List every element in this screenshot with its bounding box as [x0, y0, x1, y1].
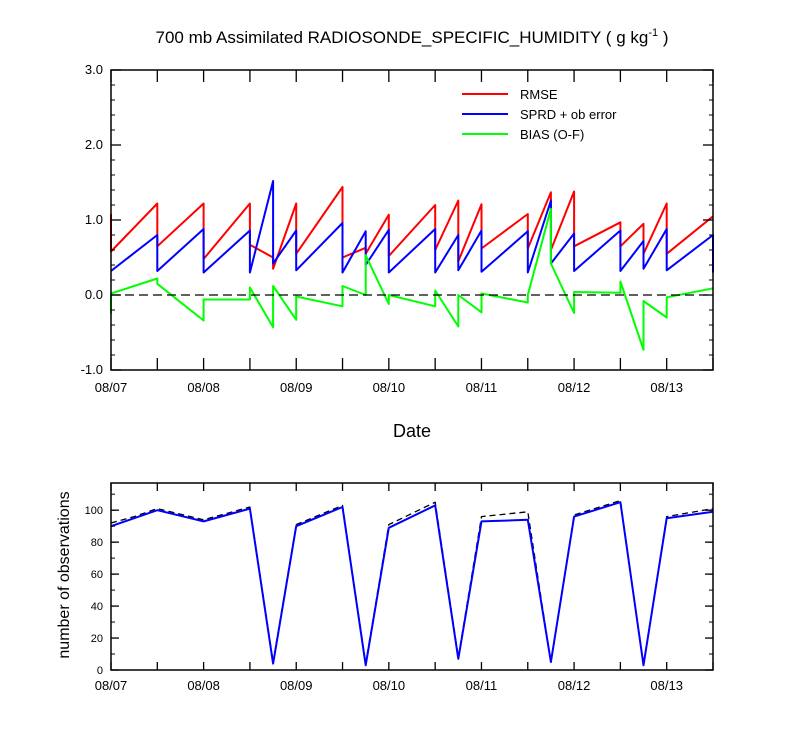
- bottom-y-tick-label: 60: [91, 569, 103, 581]
- bottom-y-axis-label: number of observations: [56, 491, 73, 658]
- bottom-series-possible-observations: [110, 499, 714, 666]
- top-plot-frame: [110, 69, 714, 371]
- top-x-tick-label: 08/09: [280, 380, 313, 395]
- bottom-series-assimilated-observations: [110, 501, 714, 667]
- bottom-x-tick-label: 08/07: [95, 678, 128, 693]
- bottom-x-tick-label: 08/08: [187, 678, 220, 693]
- top-x-axis-label: Date: [393, 421, 431, 441]
- legend-label-bias-o-f-: BIAS (O-F): [520, 127, 584, 142]
- top-x-tick-label: 08/07: [95, 380, 128, 395]
- legend-label-sprd-ob-error: SPRD + ob error: [520, 107, 617, 122]
- top-x-tick-label: 08/08: [187, 380, 220, 395]
- chart-title-main: 700 mb Assimilated RADIOSONDE_SPECIFIC_H…: [156, 28, 649, 47]
- top-y-tick-label: 3.0: [85, 62, 103, 77]
- chart-title-end: ): [658, 28, 668, 47]
- bottom-y-tick-label: 0: [97, 665, 103, 677]
- bottom-plot-frame: [110, 482, 714, 671]
- top-y-tick-label: 0.0: [85, 287, 103, 302]
- top-y-tick-label: 1.0: [85, 212, 103, 227]
- chart-title-superscript: -1: [648, 27, 658, 39]
- bottom-x-tick-label: 08/09: [280, 678, 313, 693]
- bottom-y-tick-label: 40: [91, 601, 103, 613]
- legend: RMSE SPRD + ob error BIAS (O-F): [462, 87, 617, 142]
- bottom-x-tick-label: 08/12: [558, 678, 591, 693]
- top-y-tick-label: -1.0: [81, 362, 103, 377]
- top-series-sprd-ob-error: [110, 180, 714, 274]
- bottom-panel: 0 20 40 60 80 100 08/07 08/08 08/09 08/10 08/11 08/…: [85, 482, 714, 693]
- bottom-x-tick-label: 08/11: [466, 678, 498, 693]
- bottom-x-tick-label: 08/10: [373, 678, 406, 693]
- top-series-bias-o-f-: [110, 207, 714, 351]
- top-panel: -1.0 0.0 1.0 2.0 3.0 08/07 08/08 08/09 08/10 08/1…: [81, 62, 714, 395]
- bottom-y-tick-label: 100: [85, 505, 103, 517]
- top-y-tick-label: 2.0: [85, 137, 103, 152]
- legend-label-rmse: RMSE: [520, 87, 558, 102]
- chart-title: 700 mb Assimilated RADIOSONDE_SPECIFIC_H…: [156, 27, 669, 47]
- bottom-y-tick-label: 80: [91, 537, 103, 549]
- top-x-tick-label: 08/10: [373, 380, 406, 395]
- bottom-y-tick-label: 20: [91, 633, 103, 645]
- top-x-tick-label: 08/11: [466, 380, 498, 395]
- top-x-tick-label: 08/13: [650, 380, 683, 395]
- top-series-rmse: [110, 186, 714, 270]
- top-x-tick-label: 08/12: [558, 380, 591, 395]
- bottom-x-tick-label: 08/13: [650, 678, 683, 693]
